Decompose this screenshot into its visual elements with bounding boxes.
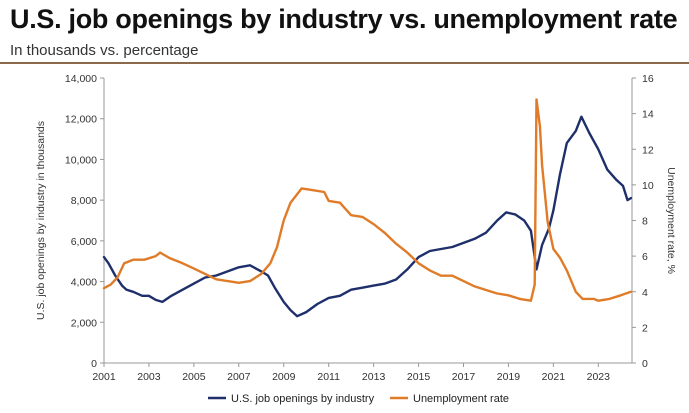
x-tick-label: 2011 [317, 371, 340, 383]
job-openings-series-line [102, 115, 633, 318]
x-tick-label: 2023 [587, 371, 611, 383]
x-tick-label: 2001 [92, 371, 116, 383]
y-right-axis-title: Unemployment rate, % [665, 167, 677, 274]
y-right-tick-label: 10 [642, 180, 654, 192]
y-left-tick-label: 6,000 [71, 236, 97, 248]
y-left-axis: 0 2,000 4,000 6,000 8,000 10,000 12,000 14,000 U… [35, 73, 105, 370]
y-left-tick-label: 4,000 [71, 277, 97, 289]
y-left-axis-title: U.S. job openings by industry in thousan… [35, 121, 47, 320]
y-left-tick-label: 2,000 [71, 317, 97, 329]
legend: U.S. job openings by industry Unemploymen… [208, 393, 509, 405]
x-tick-label: 2015 [407, 371, 431, 383]
y-right-tick-label: 4 [642, 287, 648, 299]
y-right-tick-label: 8 [642, 216, 648, 228]
y-left-tick-label: 0 [91, 358, 97, 370]
title-divider [0, 62, 689, 64]
y-right-tick-label: 2 [642, 322, 648, 334]
y-left-tick-label: 12,000 [65, 114, 97, 126]
y-right-tick-label: 16 [642, 73, 654, 85]
x-tick-label: 2007 [227, 371, 251, 383]
y-left-tick-label: 14,000 [65, 73, 97, 85]
x-tick-label: 2005 [182, 371, 206, 383]
y-left-tick-label: 10,000 [65, 154, 97, 166]
unemployment-series-line [102, 98, 633, 302]
y-right-tick-label: 6 [642, 251, 648, 263]
x-axis: 2001 2003 2005 2007 2009 2011 2013 2015 2017 2019… [92, 362, 632, 383]
y-right-tick-label: 12 [642, 144, 654, 156]
x-tick-label: 2019 [497, 371, 521, 383]
legend-label-job-openings: U.S. job openings by industry [231, 393, 375, 405]
y-right-tick-label: 0 [642, 358, 648, 370]
y-right-tick-label: 14 [642, 109, 654, 121]
y-right-axis: 0 2 4 6 8 10 12 14 16 Unemployment rate, % [631, 73, 677, 370]
chart-title: U.S. job openings by industry vs. unempl… [10, 4, 678, 34]
x-tick-label: 2009 [272, 371, 296, 383]
x-tick-label: 2021 [542, 371, 566, 383]
chart-subtitle: In thousands vs. percentage [10, 42, 199, 59]
legend-label-unemployment: Unemployment rate [413, 393, 509, 405]
y-left-tick-label: 8,000 [71, 195, 97, 207]
x-tick-label: 2013 [362, 371, 386, 383]
x-tick-label: 2003 [137, 371, 161, 383]
x-tick-label: 2017 [452, 371, 476, 383]
series-layer [102, 98, 633, 318]
